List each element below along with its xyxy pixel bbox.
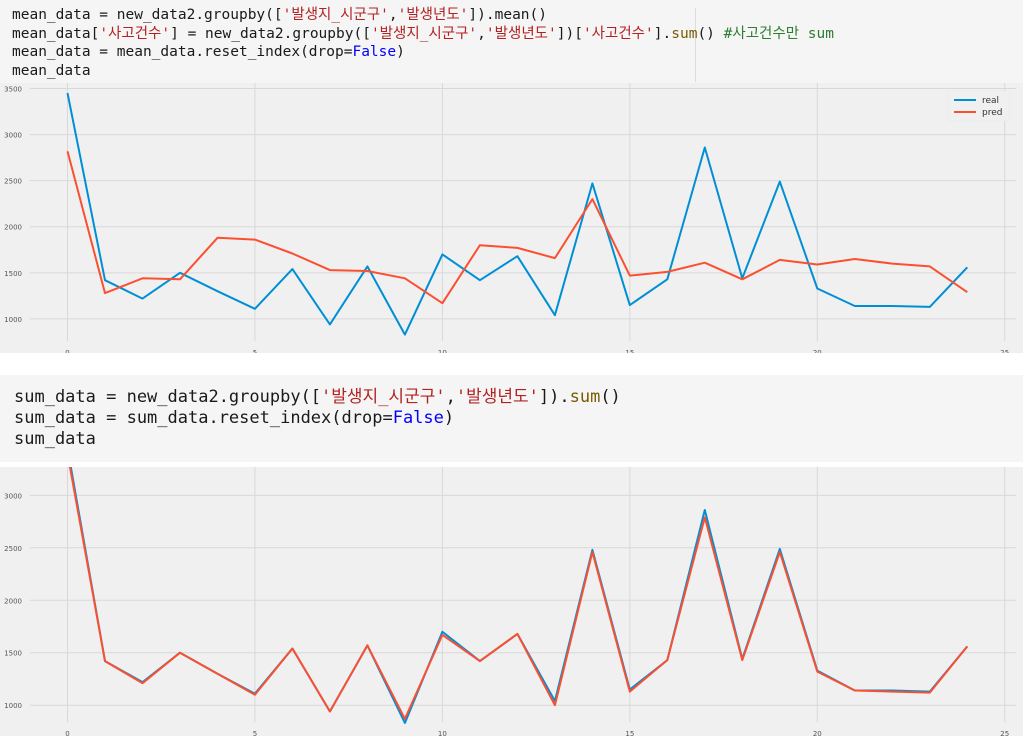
legend-label-pred: pred — [982, 108, 1002, 118]
code-token: , — [445, 387, 456, 407]
code-token: () — [600, 387, 621, 407]
code-line: mean_data['사고건수'] = new_data2.groupby(['… — [12, 25, 834, 44]
series-line-real — [66, 92, 969, 336]
x-tick-label: 5 — [253, 730, 257, 736]
code-line: sum_data = new_data2.groupby(['발생지_시군구',… — [14, 387, 621, 408]
code-token: , — [388, 7, 398, 23]
x-tick-label: 10 — [438, 349, 447, 353]
code-line: sum_data = sum_data.reset_index(drop=Fal… — [14, 408, 454, 429]
code-token: mean_data = mean_data.reset_index(drop= — [12, 44, 353, 60]
y-tick-label: 2500 — [4, 178, 22, 186]
x-tick-label: 15 — [625, 349, 634, 353]
y-tick-label: 1000 — [4, 316, 22, 324]
code-token: '발생지_시군구' — [321, 387, 446, 407]
code-token: sum — [569, 387, 601, 407]
y-tick-label: 1500 — [4, 270, 22, 278]
code-token: '발생지_시군구' — [282, 7, 389, 23]
code-line: mean_data = mean_data.reset_index(drop=F… — [12, 43, 405, 62]
y-tick-label: 3000 — [4, 132, 22, 140]
code-line: sum_data — [14, 429, 96, 450]
code-token: '발생년도' — [455, 387, 539, 407]
code-token: #사고건수만 sum — [723, 25, 834, 42]
code-token: sum — [671, 25, 698, 42]
code-token: ]). — [538, 387, 570, 407]
series-line-pred — [66, 150, 968, 305]
sum-line-chart: 0 5 10 15 20 25 1000 1500 2000 2500 3000 — [0, 467, 1023, 738]
x-tick-label: 5 — [253, 349, 257, 353]
code-token: , — [477, 25, 486, 42]
code-token: '사고건수' — [99, 25, 171, 42]
code-line: mean_data = new_data2.groupby(['발생지_시군구'… — [12, 6, 547, 25]
code-token: sum_data = new_data2.groupby([ — [14, 387, 322, 407]
code-token: mean_data[ — [12, 25, 100, 42]
x-tick-label: 0 — [65, 730, 69, 736]
code-line: mean_data — [12, 62, 91, 81]
y-tick-label: 3500 — [4, 86, 22, 94]
code-token: mean_data = new_data2.groupby([ — [12, 7, 283, 23]
code-token: '발생년도' — [485, 25, 557, 42]
x-tick-label: 20 — [813, 730, 822, 736]
code-token: False — [392, 408, 444, 428]
x-tick-label: 10 — [438, 730, 447, 736]
y-tick-label: 2500 — [4, 545, 22, 553]
y-tick-label: 2000 — [4, 224, 22, 232]
x-tick-label: 20 — [813, 349, 822, 353]
x-tick-label: 25 — [1000, 349, 1009, 353]
code-token: ]. — [653, 25, 672, 42]
code-token: ) — [396, 44, 405, 60]
code-token: () — [697, 25, 724, 42]
y-tick-label: 1000 — [4, 702, 22, 710]
x-tick-label: 0 — [65, 349, 69, 353]
code-token: sum_data — [14, 429, 96, 449]
y-tick-label: 2000 — [4, 597, 22, 605]
y-tick-label: 3000 — [4, 492, 22, 500]
code-token: sum_data = sum_data.reset_index(drop= — [14, 408, 393, 428]
code-token: '사고건수' — [582, 25, 654, 42]
x-tick-label: 15 — [625, 730, 634, 736]
code-token: ])[ — [556, 25, 583, 42]
legend-box — [947, 90, 1011, 122]
code-token: ) — [443, 408, 455, 428]
plot-area — [0, 83, 1023, 353]
x-tick-label: 25 — [1000, 730, 1009, 736]
code-token: mean_data — [12, 62, 91, 79]
series-line-series-2 — [68, 467, 969, 720]
code-token: ]).mean() — [468, 7, 547, 23]
mean-line-chart: 0 5 10 15 20 25 1000 1500 2000 2500 3000 3500 real pr… — [0, 83, 1023, 357]
y-tick-label: 1500 — [4, 650, 22, 658]
plot-area — [0, 467, 1023, 736]
code-token: False — [352, 44, 397, 60]
cell-divider — [695, 8, 696, 82]
code-token: '발생지_시군구' — [370, 25, 478, 42]
code-token: ] = new_data2.groupby([ — [170, 25, 371, 42]
code-cell-mean[interactable]: mean_data = new_data2.groupby(['발생지_시군구'… — [0, 0, 1023, 83]
legend-label-real: real — [982, 96, 999, 106]
code-token: '발생년도' — [397, 7, 469, 23]
code-cell-sum[interactable]: sum_data = new_data2.groupby(['발생지_시군구',… — [0, 375, 1023, 462]
